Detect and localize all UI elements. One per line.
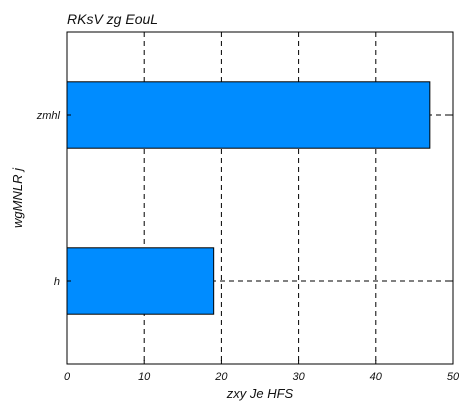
plot-frame bbox=[66, 31, 454, 365]
bar-h bbox=[66, 247, 215, 315]
y-tick-label-0: zmhl bbox=[36, 110, 61, 122]
x-tick-label-4: 40 bbox=[370, 371, 383, 383]
chart-title: RKsV zg EouL bbox=[67, 11, 158, 27]
y-tick-label-1: h bbox=[54, 276, 60, 288]
x-tick-label-5: 50 bbox=[447, 371, 460, 383]
x-axis-ticks: 0 10 20 30 40 50 bbox=[64, 360, 460, 383]
bar-zmhl bbox=[66, 81, 431, 149]
y-axis-label: wgMNLR j bbox=[10, 167, 25, 228]
y-axis-ticks: zmhl h bbox=[36, 110, 453, 288]
x-axis-label: zxy Je HFS bbox=[226, 386, 294, 401]
x-tick-label-2: 20 bbox=[214, 371, 228, 383]
bars bbox=[66, 81, 431, 315]
x-tick-label-1: 10 bbox=[138, 371, 151, 383]
x-tick-label-0: 0 bbox=[64, 371, 71, 383]
x-tick-label-3: 30 bbox=[292, 371, 305, 383]
